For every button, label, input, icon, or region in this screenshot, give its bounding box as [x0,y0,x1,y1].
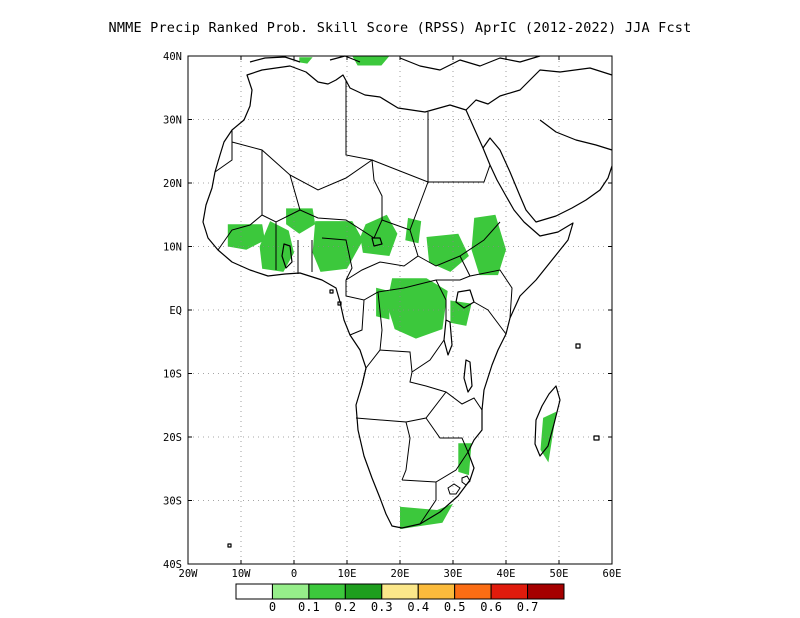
lat-tick-label: 10S [163,369,182,381]
lon-tick-label: 0 [291,568,297,580]
colorbar-label: 0.7 [517,600,539,614]
skill-region [386,278,448,339]
colorbar-label: 0.1 [298,600,320,614]
skill-region [286,208,316,234]
lat-tick-label: 20S [163,432,182,444]
skill-shading-layer [227,56,557,530]
lon-tick-label: 30E [444,568,463,580]
colorbar-swatch [454,583,492,600]
skill-region [312,221,363,272]
lon-tick-label: 40E [497,568,516,580]
lon-tick-label: 20E [391,568,410,580]
colorbar-label: 0.2 [334,600,356,614]
colorbar-label: 0.4 [407,600,429,614]
colorbar: 0 0.1 0.2 0.3 0.4 0.5 0.6 0.7 [235,583,565,614]
skill-region [259,221,294,272]
lat-tick-label: 40S [163,559,182,571]
map-title: NMME Precip Ranked Prob. Skill Score (RP… [108,20,692,36]
arabia-coastline [465,67,613,223]
lon-tick-label: 50E [550,568,569,580]
colorbar-swatch [417,583,456,600]
small-islands [227,289,600,548]
skill-region [376,287,390,320]
colorbar-label: 0.6 [480,600,502,614]
colorbar-swatch [344,583,383,600]
graticule-grid [188,56,612,564]
lon-tick-label: 20W [179,568,199,580]
lat-tick-label: 30N [163,115,182,127]
map-axes: 20W 10W 0 10E 20E 30E 40E 50E 60E 40N 30N 20N 10N EQ 1… [163,51,621,580]
colorbar-swatch [490,583,529,600]
colorbar-label: 0 [269,600,276,614]
africa-coastline [202,65,574,529]
skill-region [450,300,472,326]
lat-tick-label: 40N [163,51,182,63]
skill-region [360,214,398,256]
lat-tick-label: EQ [169,305,182,317]
skill-region [352,56,390,66]
colorbar-swatch [381,583,419,600]
skill-region [405,217,422,244]
lake-volta [281,243,293,269]
lon-tick-label: 60E [603,568,622,580]
colorbar-swatch [527,583,565,600]
skill-region [227,224,265,250]
lat-tick-label: 10N [163,242,182,254]
colorbar-label: 0.5 [444,600,466,614]
lon-tick-label: 10W [232,568,252,580]
skill-region [299,57,313,64]
lat-tick-label: 20N [163,178,182,190]
lake-malawi [463,359,473,393]
lon-tick-label: 10E [338,568,357,580]
colorbar-label: 0.3 [371,600,393,614]
lake-tanganyika [443,319,453,356]
lat-tick-label: 30S [163,496,182,508]
madagascar-coastline [534,385,561,457]
lake-chad [371,237,383,247]
colorbar-swatch [308,583,346,600]
lake-victoria [455,289,475,309]
skill-region [400,503,453,530]
skill-region [426,233,469,272]
skill-region [471,214,506,276]
coastlines-and-borders [202,55,613,548]
country-borders [214,80,513,525]
colorbar-swatch [235,583,273,600]
colorbar-swatch [271,583,310,600]
